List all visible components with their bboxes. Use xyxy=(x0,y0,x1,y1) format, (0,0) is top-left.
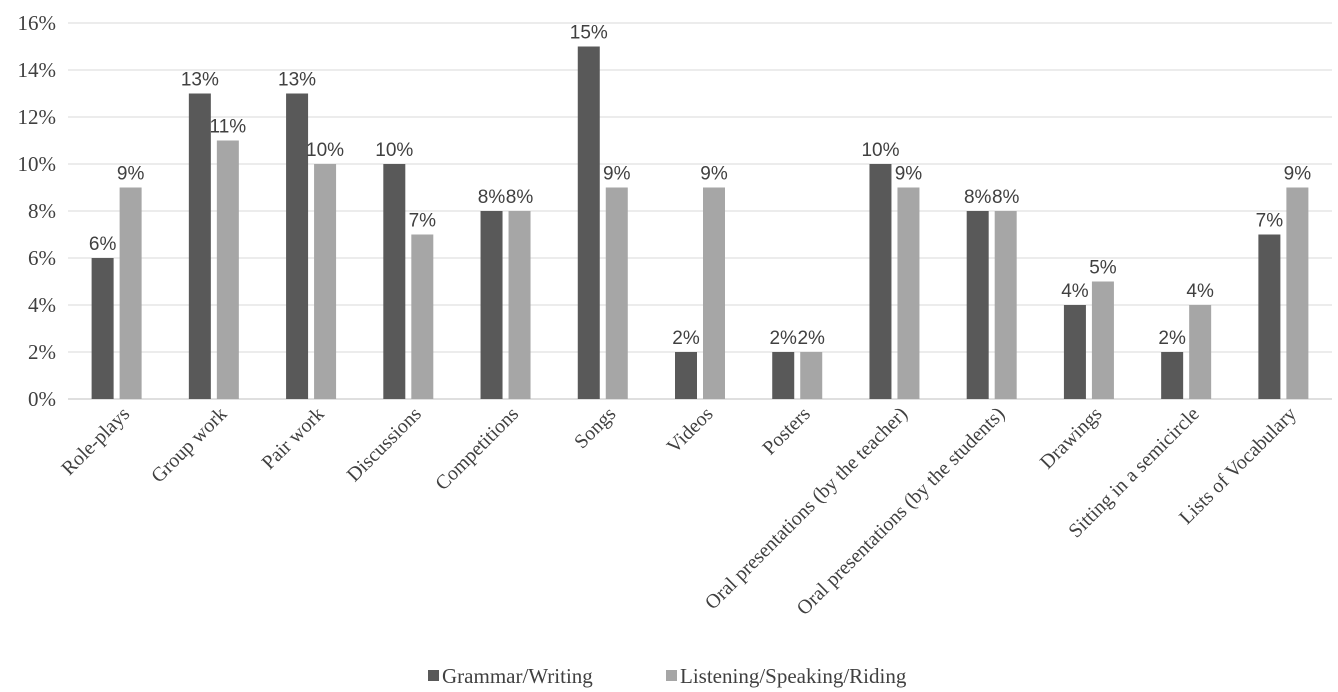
data-label: 10% xyxy=(375,140,413,161)
data-label: 2% xyxy=(1158,328,1186,349)
y-tick-label: 2% xyxy=(28,340,56,364)
data-label: 8% xyxy=(992,187,1020,208)
x-tick-label: Videos xyxy=(663,403,718,458)
data-label: 4% xyxy=(1186,281,1214,302)
data-label: 8% xyxy=(964,187,992,208)
bar xyxy=(314,164,337,399)
x-axis-labels: Role-plays Group work Pair work Discussions… xyxy=(57,403,1301,620)
bar xyxy=(605,187,628,399)
legend-label: Listening/Speaking/Riding xyxy=(680,664,907,688)
bar xyxy=(383,164,406,399)
data-label: 9% xyxy=(1284,164,1312,185)
data-label: 11% xyxy=(210,117,247,138)
data-label: 8% xyxy=(478,187,506,208)
data-label: 13% xyxy=(278,70,316,91)
data-label: 8% xyxy=(506,187,534,208)
bar xyxy=(480,211,503,399)
data-label: 15% xyxy=(570,23,608,44)
x-tick-label: Oral presentations (by the teacher) xyxy=(701,403,912,614)
data-label: 7% xyxy=(409,211,437,232)
x-tick-label: Pair work xyxy=(258,403,329,474)
data-label: 2% xyxy=(672,328,700,349)
data-label: 7% xyxy=(1256,211,1284,232)
gridlines xyxy=(68,22,1332,400)
x-tick-label: Oral presentations (by the students) xyxy=(793,403,1010,620)
data-label: 9% xyxy=(700,164,728,185)
bar xyxy=(1258,234,1281,399)
data-label: 10% xyxy=(306,140,344,161)
y-axis-labels: 0% 2% 4% 6% 8% 10% 12% 14% 16% xyxy=(18,11,57,411)
data-label: 10% xyxy=(861,140,899,161)
legend-swatch xyxy=(666,670,677,681)
bars xyxy=(91,46,1309,399)
x-tick-label: Competitions xyxy=(431,403,523,495)
y-tick-label: 4% xyxy=(28,293,56,317)
data-label: 4% xyxy=(1061,281,1089,302)
bar xyxy=(188,93,211,399)
x-tick-label: Drawings xyxy=(1036,403,1107,474)
x-tick-label: Posters xyxy=(758,403,815,460)
bar xyxy=(1063,305,1086,399)
data-label: 9% xyxy=(117,164,145,185)
data-label: 2% xyxy=(769,328,797,349)
data-label: 5% xyxy=(1089,258,1117,279)
bar xyxy=(800,352,823,399)
legend-swatch xyxy=(428,670,439,681)
data-label: 9% xyxy=(895,164,923,185)
bar xyxy=(91,258,114,399)
bar xyxy=(772,352,795,399)
y-tick-label: 10% xyxy=(18,152,57,176)
x-tick-label: Discussions xyxy=(343,403,426,486)
bar xyxy=(994,211,1017,399)
y-tick-label: 6% xyxy=(28,246,56,270)
bar xyxy=(216,140,239,399)
legend: Grammar/Writing Listening/Speaking/Riding xyxy=(428,664,907,688)
data-labels: 6%9%13%11%13%10% 10%7%8% 8%15%9%2%9%2% 2%10… xyxy=(89,23,1311,350)
data-label: 6% xyxy=(89,234,117,255)
x-tick-label: Songs xyxy=(570,403,620,453)
bar xyxy=(119,187,142,399)
bar xyxy=(703,187,725,399)
bar xyxy=(508,211,531,399)
bar xyxy=(1286,187,1309,399)
bar xyxy=(1091,281,1114,399)
data-label: 13% xyxy=(181,70,219,91)
y-tick-label: 12% xyxy=(18,105,57,129)
bar xyxy=(286,93,309,399)
bar xyxy=(577,46,600,399)
y-tick-label: 0% xyxy=(28,387,56,411)
legend-label: Grammar/Writing xyxy=(442,664,593,688)
y-tick-label: 8% xyxy=(28,199,56,223)
bar xyxy=(411,234,434,399)
data-label: 9% xyxy=(603,164,631,185)
y-tick-label: 14% xyxy=(18,58,57,82)
x-tick-label: Role-plays xyxy=(57,403,134,480)
bar xyxy=(1189,305,1212,399)
data-label: 2% xyxy=(797,328,825,349)
y-tick-label: 16% xyxy=(18,11,57,35)
bar xyxy=(869,164,892,399)
bar xyxy=(1161,352,1184,399)
bar xyxy=(897,187,920,399)
bar xyxy=(966,211,989,399)
x-tick-label: Group work xyxy=(147,403,231,487)
bar xyxy=(675,352,697,399)
